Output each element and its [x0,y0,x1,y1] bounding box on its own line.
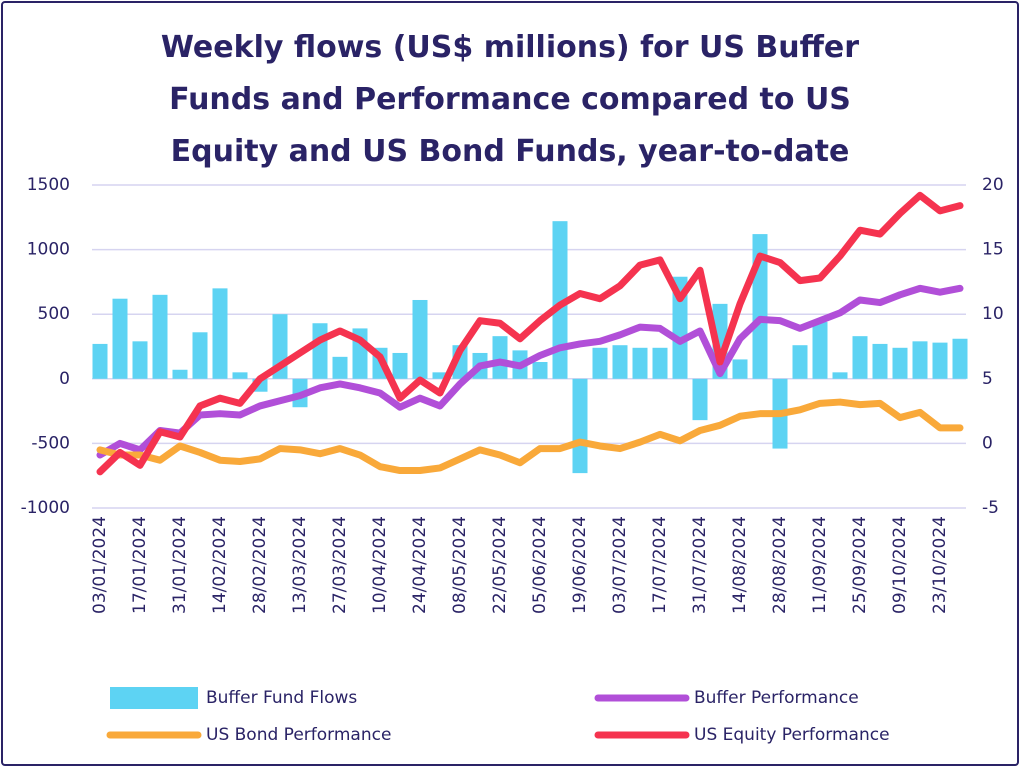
bar [412,299,428,379]
y2-tick-label: 10 [982,304,1004,324]
legend-label: Buffer Fund Flows [206,688,357,708]
bar [492,336,508,379]
x-tick-label: 31/01/2024 [170,516,190,614]
legend-item: US Equity Performance [594,725,890,745]
bar [612,345,628,379]
x-tick-label: 10/04/2024 [370,516,390,614]
line [96,191,964,476]
legend-swatch [110,687,198,709]
bar [852,336,868,379]
y2-tick-label: 5 [982,369,993,389]
x-tick-label: 23/10/2024 [930,516,950,614]
x-tick-label: 25/09/2024 [850,516,870,614]
line [96,398,964,475]
bar [812,321,828,379]
y-tick-label: 1500 [27,175,70,195]
x-tick-label: 14/08/2024 [730,516,750,614]
x-tick-label: 31/07/2024 [690,516,710,614]
x-tick-label: 05/06/2024 [530,516,550,614]
x-tick-label: 14/02/2024 [210,516,230,614]
x-tick-label: 28/02/2024 [250,516,270,614]
x-tick-label: 03/01/2024 [90,516,110,614]
legend-label: US Equity Performance [694,725,890,745]
y2-tick-label: 15 [982,240,1004,260]
bar [92,343,108,379]
x-tick-label: 28/08/2024 [770,516,790,614]
x-tick-label: 17/01/2024 [130,516,150,614]
bar [932,342,948,379]
y2-tick-label: 20 [982,175,1004,195]
y2-tick-label: -5 [982,498,999,518]
y2-tick-label: 0 [982,433,993,453]
y-tick-label: 0 [59,369,70,389]
y-tick-label: 500 [38,304,70,324]
bar [652,347,668,379]
y-tick-label: -500 [31,433,70,453]
legend-item: Buffer Performance [594,688,859,708]
bar [192,332,208,379]
line [96,284,964,459]
x-tick-label: 13/03/2024 [290,516,310,614]
bar [432,372,448,379]
bar [532,362,548,379]
x-tick-label: 22/05/2024 [490,516,510,614]
x-tick-label: 11/09/2024 [810,516,830,614]
bar [672,276,688,379]
bar [132,341,148,379]
bar [572,378,588,474]
legend-label: Buffer Performance [694,688,859,708]
bar [332,356,348,379]
bar [792,345,808,379]
bar [952,338,968,379]
bar [552,221,568,379]
bar [112,298,128,379]
bar [912,341,928,379]
x-tick-label: 24/04/2024 [410,516,430,614]
y-tick-label: -1000 [21,498,70,518]
legend-item: Buffer Fund Flows [110,687,357,709]
x-tick-label: 19/06/2024 [570,516,590,614]
chart-title: Weekly flows (US$ millions) for US Buffe… [160,30,860,169]
bar [152,294,168,379]
legend-label: US Bond Performance [206,725,391,745]
bar [392,352,408,379]
bar [832,372,848,379]
x-tick-label: 09/10/2024 [890,516,910,614]
bar [892,347,908,379]
bar [172,369,188,379]
bar [692,378,708,421]
bar [872,343,888,379]
bar [232,372,248,379]
bar [632,347,648,379]
legend-item: US Bond Performance [106,725,391,745]
bar [592,347,608,379]
y-tick-label: 1000 [27,240,70,260]
bar [732,359,748,379]
x-tick-label: 03/07/2024 [610,516,630,614]
bar [212,288,228,379]
bar [312,323,328,379]
x-tick-label: 08/05/2024 [450,516,470,614]
x-tick-label: 27/03/2024 [330,516,350,614]
x-tick-label: 17/07/2024 [650,516,670,614]
